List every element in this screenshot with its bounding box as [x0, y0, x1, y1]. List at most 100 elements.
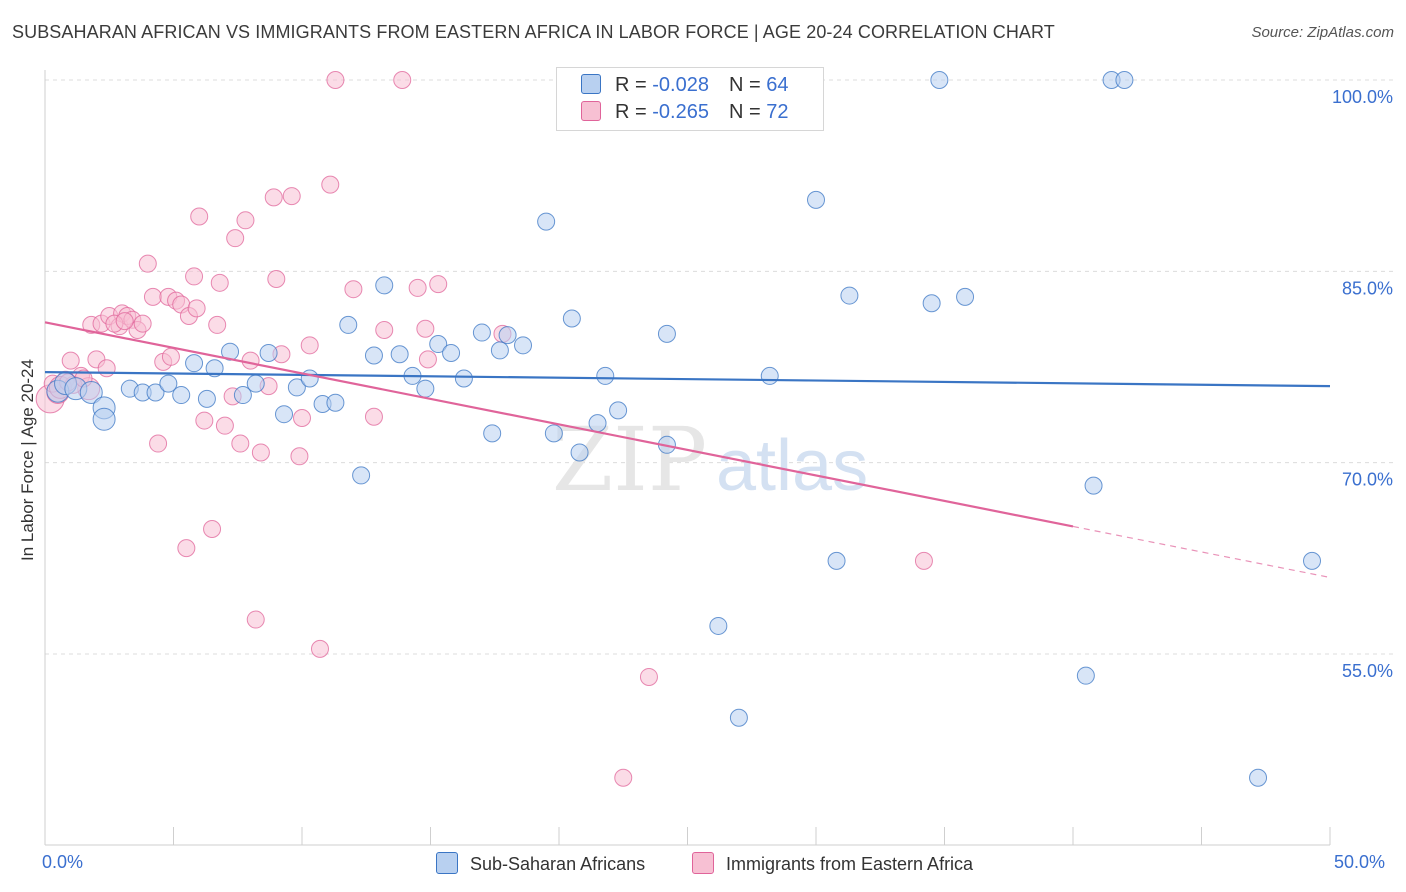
pink-point	[290, 447, 309, 466]
blue-point	[233, 386, 252, 405]
pink-point	[264, 188, 283, 207]
blue-point	[544, 424, 563, 443]
pink-point	[210, 273, 229, 292]
blue-point	[205, 359, 224, 378]
pink-point	[310, 639, 329, 658]
pink-point	[418, 350, 437, 369]
pink-point	[226, 229, 245, 248]
blue-point	[807, 190, 825, 209]
trend-line-eastern-africa-extension	[1072, 525, 1331, 579]
pink-point	[195, 411, 214, 430]
pink-point	[203, 519, 222, 538]
blue-point	[490, 341, 509, 360]
pink-swatch-icon	[581, 101, 601, 121]
axes	[44, 70, 1331, 846]
stats-legend: R = -0.028 N = 64 R = -0.265 N = 72	[556, 67, 824, 131]
blue-point	[390, 345, 409, 364]
blue-point	[375, 276, 394, 295]
blue-point	[609, 401, 628, 420]
blue-point	[922, 294, 941, 313]
pink-point	[321, 175, 340, 194]
chart-title: SUBSAHARAN AFRICAN VS IMMIGRANTS FROM EA…	[12, 22, 1055, 42]
blue-point	[498, 326, 517, 345]
blue-point	[326, 393, 345, 412]
blue-point	[185, 354, 204, 373]
pink-point	[282, 187, 301, 206]
pink-point	[231, 434, 250, 453]
series-subsaharan-points	[46, 71, 1322, 787]
watermark: ZIP atlas	[552, 408, 868, 511]
stats-legend-row-pink: R = -0.265 N = 72	[581, 101, 788, 127]
pink-point	[185, 267, 204, 286]
y-tick-labels: 55.0% 70.0% 85.0% 100.0%	[1332, 87, 1393, 681]
pink-point	[300, 336, 319, 355]
blue-point	[416, 379, 435, 398]
blue-point	[840, 286, 859, 305]
blue-point	[1084, 476, 1103, 495]
pink-point	[408, 278, 427, 297]
blue-point	[146, 383, 165, 402]
legend-swatch-pink-icon	[692, 852, 714, 874]
pink-point	[138, 254, 157, 273]
blue-point	[259, 343, 278, 362]
blue-point	[339, 315, 358, 334]
watermark-atlas: atlas	[716, 426, 868, 506]
blue-point	[483, 424, 502, 443]
blue-point	[79, 381, 103, 405]
pink-point	[236, 211, 255, 230]
pink-point	[293, 409, 311, 428]
legend-item-subsaharan: Sub-Saharan Africans	[436, 852, 645, 875]
pink-point	[241, 351, 260, 370]
blue-point	[1303, 551, 1322, 570]
blue-point	[537, 212, 556, 231]
pink-point	[161, 347, 180, 366]
y-tick-label: 55.0%	[1342, 661, 1393, 681]
x-tick-label-max: 50.0%	[1334, 852, 1386, 872]
pink-point	[61, 351, 80, 370]
blue-point	[827, 551, 846, 570]
pink-point	[251, 443, 270, 462]
n-label: N =	[728, 74, 767, 96]
legend-swatch-blue-icon	[436, 852, 458, 874]
blue-point	[1115, 71, 1134, 89]
blue-point	[657, 324, 676, 343]
pink-point	[344, 280, 363, 299]
pink-point	[97, 359, 116, 378]
r-value: -0.028	[652, 74, 709, 96]
trend-line-eastern-africa	[44, 321, 1074, 528]
pink-point	[143, 287, 162, 306]
blue-point	[172, 386, 191, 405]
pink-point	[416, 319, 435, 338]
blue-point	[570, 443, 589, 462]
x-tick-label-min: 0.0%	[42, 852, 84, 872]
legend-label: Immigrants from Eastern Africa	[726, 854, 974, 874]
blue-swatch-icon	[581, 74, 601, 94]
pink-point	[639, 667, 658, 686]
pink-point	[208, 315, 227, 334]
blue-point	[588, 414, 607, 433]
n-value: 72	[766, 101, 789, 123]
stats-legend-row-blue: R = -0.028 N = 64	[581, 74, 788, 100]
blue-point	[514, 336, 533, 355]
pink-point	[614, 768, 633, 787]
r-label: R =	[615, 101, 653, 123]
blue-point	[562, 309, 581, 328]
blue-point	[246, 374, 265, 393]
y-tick-label: 85.0%	[1342, 278, 1393, 298]
pink-point	[133, 314, 152, 333]
blue-point	[287, 378, 306, 397]
n-value: 64	[766, 74, 789, 96]
pink-point	[177, 539, 196, 558]
r-value: -0.265	[652, 101, 709, 123]
source-credit: Source: ZipAtlas.com	[1251, 24, 1394, 41]
r-label: R =	[615, 74, 653, 96]
blue-point	[352, 466, 371, 485]
trend-lines	[44, 321, 1331, 579]
blue-point	[364, 346, 383, 365]
pink-point	[115, 312, 134, 331]
pink-point	[914, 551, 933, 570]
legend-label: Sub-Saharan Africans	[470, 854, 646, 874]
blue-point	[197, 389, 216, 408]
pink-point	[246, 610, 265, 629]
